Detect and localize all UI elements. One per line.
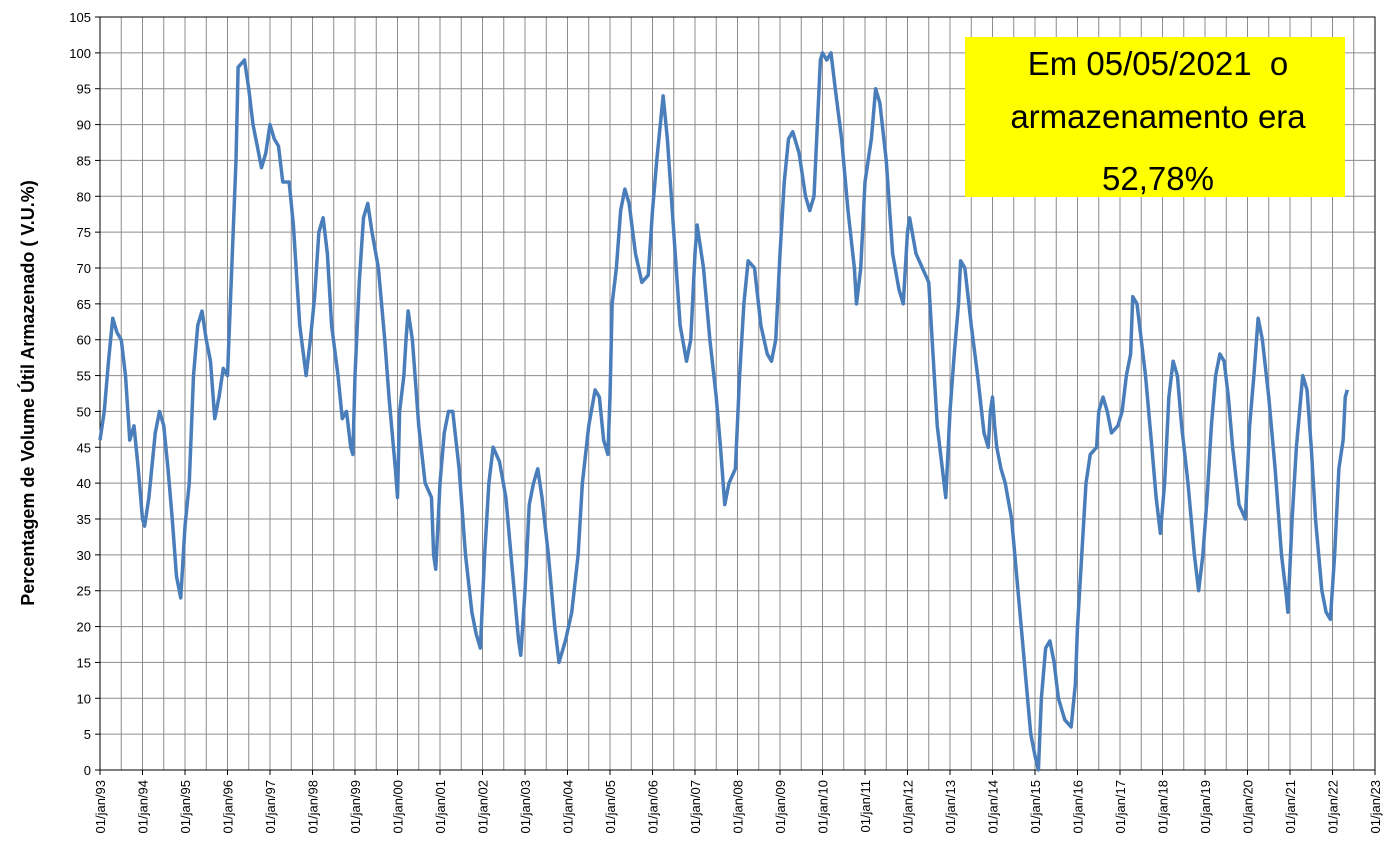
x-tick-label: 01/jan/14 — [986, 780, 1001, 834]
x-tick-label: 01/jan/10 — [816, 780, 831, 834]
y-tick-label: 105 — [69, 10, 91, 25]
x-tick-label: 01/jan/06 — [646, 780, 661, 834]
x-tick-label: 01/jan/96 — [221, 780, 236, 834]
x-tick-label: 01/jan/95 — [178, 780, 193, 834]
x-tick-label: 01/jan/05 — [603, 780, 618, 834]
x-tick-label: 01/jan/17 — [1113, 780, 1128, 834]
x-tick-label: 01/jan/07 — [688, 780, 703, 834]
y-tick-label: 95 — [77, 82, 91, 97]
y-tick-label: 45 — [77, 440, 91, 455]
y-tick-label: 85 — [77, 153, 91, 168]
y-tick-label: 100 — [69, 46, 91, 61]
x-tick-label: 01/jan/09 — [773, 780, 788, 834]
x-tick-label: 01/jan/15 — [1028, 780, 1043, 834]
y-tick-label: 25 — [77, 584, 91, 599]
x-tick-label: 01/jan/03 — [518, 780, 533, 834]
x-tick-label: 01/jan/04 — [561, 780, 576, 834]
x-tick-label: 01/jan/93 — [93, 780, 108, 834]
x-tick-label: 01/jan/97 — [263, 780, 278, 834]
y-tick-label: 30 — [77, 548, 91, 563]
x-tick-label: 01/jan/18 — [1156, 780, 1171, 834]
x-tick-label: 01/jan/98 — [306, 780, 321, 834]
annotation-text: armazenamento era — [1010, 98, 1306, 135]
x-tick-label: 01/jan/13 — [943, 780, 958, 834]
y-tick-label: 75 — [77, 225, 91, 240]
x-tick-label: 01/jan/22 — [1326, 780, 1341, 834]
y-tick-label: 60 — [77, 333, 91, 348]
x-tick-label: 01/jan/01 — [433, 780, 448, 834]
x-tick-label: 01/jan/23 — [1368, 780, 1383, 834]
x-tick-label: 01/jan/16 — [1071, 780, 1086, 834]
annotation-box — [965, 37, 1345, 197]
y-tick-label: 20 — [77, 620, 91, 635]
y-tick-label: 65 — [77, 297, 91, 312]
x-tick-label: 01/jan/94 — [136, 780, 151, 834]
y-tick-label: 70 — [77, 261, 91, 276]
data-line — [98, 51, 1350, 772]
plot-frame — [99, 16, 1376, 771]
y-tick-label: 90 — [77, 118, 91, 133]
y-tick-label: 35 — [77, 512, 91, 527]
y-tick-label: 55 — [77, 369, 91, 384]
y-tick-label: 5 — [84, 727, 91, 742]
y-tick-label: 50 — [77, 404, 91, 419]
x-tick-label: 01/jan/08 — [731, 780, 746, 834]
annotation-text: Em 05/05/2021 o — [1028, 45, 1289, 82]
x-tick-label: 01/jan/02 — [476, 780, 491, 834]
y-tick-label: 80 — [77, 189, 91, 204]
x-tick-label: 01/jan/00 — [391, 780, 406, 834]
y-tick-label: 0 — [84, 763, 91, 778]
y-tick-label: 10 — [77, 691, 91, 706]
annotation-text: 52,78% — [1102, 160, 1214, 197]
x-tick-label: 01/jan/21 — [1283, 780, 1298, 834]
x-tick-label: 01/jan/19 — [1198, 780, 1213, 834]
y-tick-label: 40 — [77, 476, 91, 491]
x-tick-label: 01/jan/99 — [348, 780, 363, 834]
x-tick-label: 01/jan/12 — [901, 780, 916, 834]
x-tick-label: 01/jan/20 — [1241, 780, 1256, 834]
y-axis-title: Percentagem de Volume Útil Armazenado ( … — [17, 180, 38, 605]
x-tick-label: 01/jan/11 — [858, 780, 873, 833]
y-tick-label: 15 — [77, 655, 91, 670]
